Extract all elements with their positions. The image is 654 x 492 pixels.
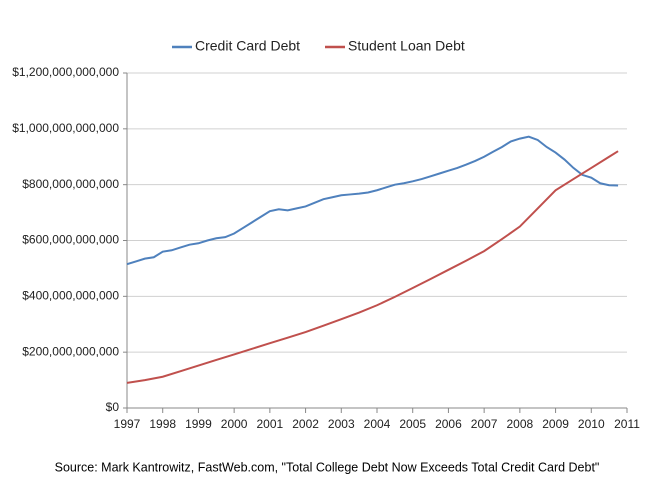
x-tick-label: 2000 (221, 417, 248, 431)
x-tick-label: 1997 (114, 417, 141, 431)
x-tick-label: 2001 (257, 417, 284, 431)
x-tick-label: 2010 (578, 417, 605, 431)
y-tick-label: $200,000,000,000 (22, 344, 119, 358)
y-tick-label: $1,000,000,000,000 (12, 121, 119, 135)
x-tick-label: 2005 (399, 417, 426, 431)
x-tick-label: 1999 (185, 417, 212, 431)
x-tick-label: 2002 (292, 417, 319, 431)
x-tick-label: 2011 (614, 417, 640, 431)
y-tick-label: $400,000,000,000 (22, 289, 119, 303)
y-tick-label: $800,000,000,000 (22, 177, 119, 191)
source-note: Source: Mark Kantrowitz, FastWeb.com, "T… (55, 460, 600, 474)
x-tick-label: 2008 (507, 417, 534, 431)
y-tick-label: $0 (106, 400, 120, 414)
x-tick-label: 2006 (435, 417, 462, 431)
y-tick-label: $1,200,000,000,000 (12, 65, 119, 79)
legend-label: Student Loan Debt (348, 38, 465, 54)
x-tick-label: 1998 (149, 417, 176, 431)
x-tick-label: 2003 (328, 417, 355, 431)
series-line (126, 150, 619, 384)
x-tick-label: 2009 (542, 417, 569, 431)
series-line (126, 135, 619, 266)
x-tick-label: 2004 (364, 417, 391, 431)
x-tick-label: 2007 (471, 417, 498, 431)
legend-label: Credit Card Debt (195, 38, 300, 54)
y-tick-label: $600,000,000,000 (22, 233, 119, 247)
